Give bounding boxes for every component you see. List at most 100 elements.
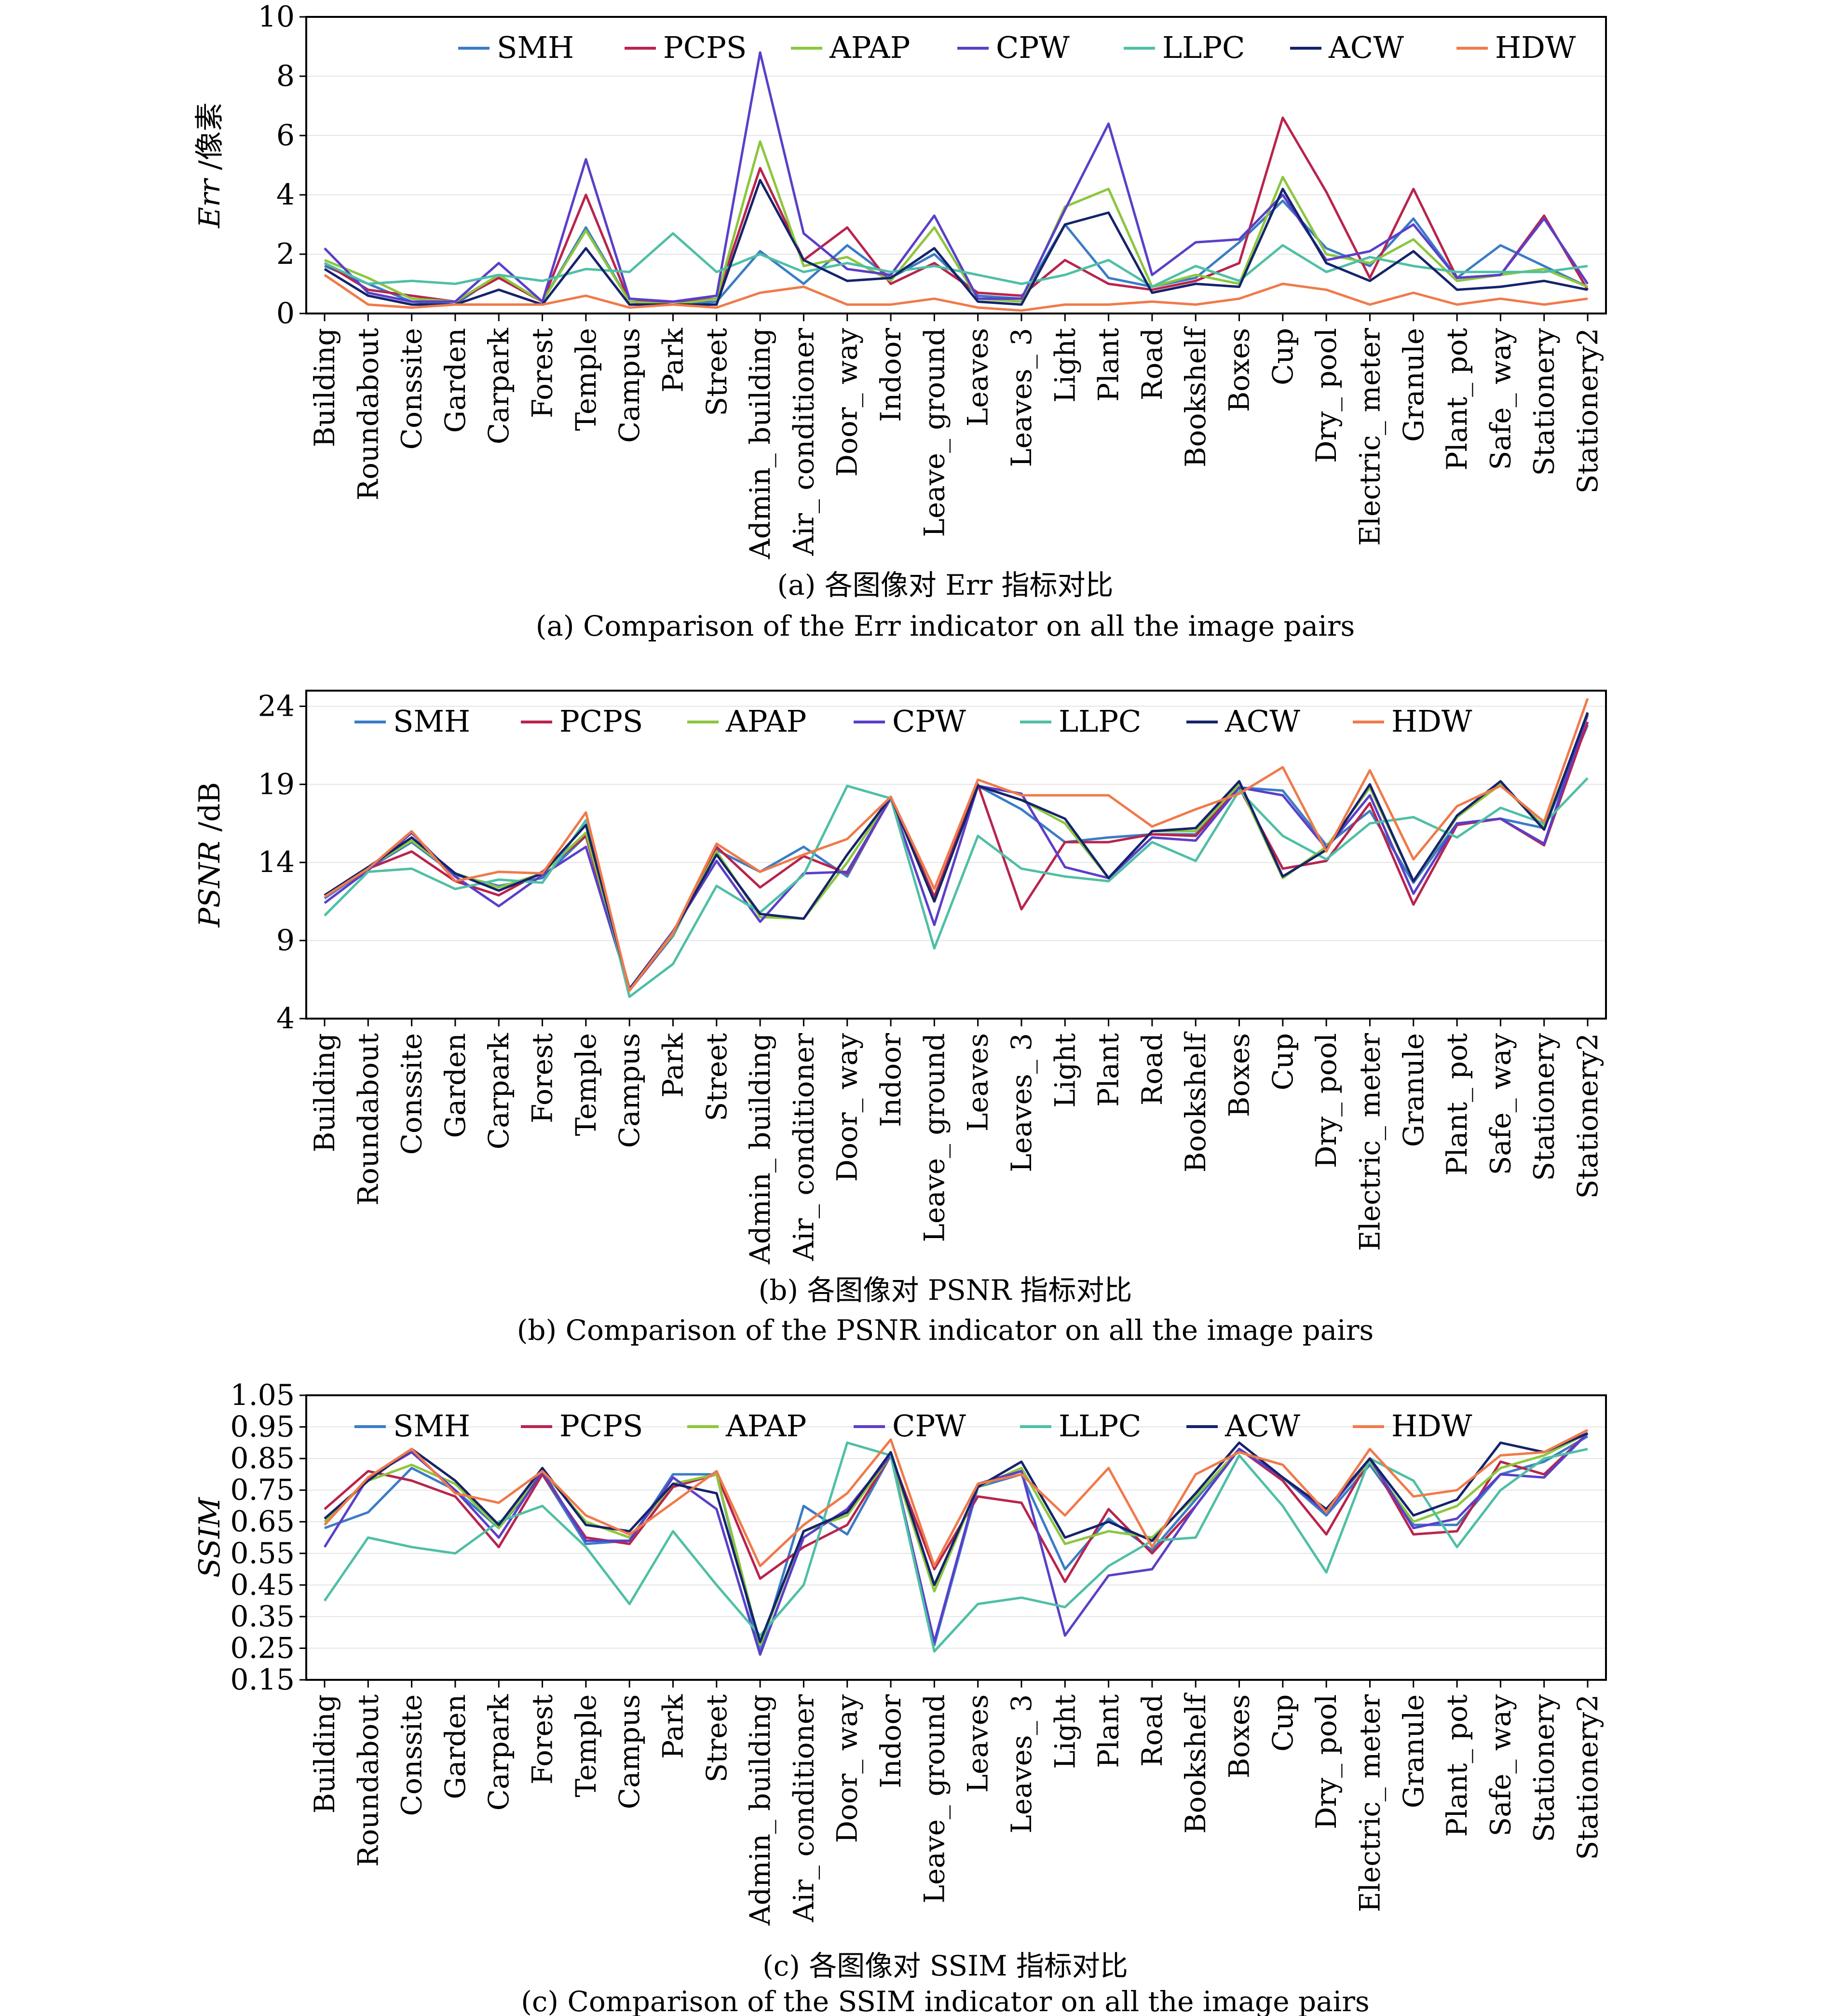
series-line-acw: [324, 712, 1589, 990]
y-tick-label: 0.15: [230, 1663, 295, 1697]
x-category-label: Leaves: [962, 1694, 994, 1793]
legend-label-apap: APAP: [829, 30, 910, 65]
series-line-smh: [324, 1435, 1589, 1653]
x-category-label: Building: [308, 1033, 341, 1152]
x-category-label: Roundabout: [352, 1033, 384, 1206]
x-category-label: Road: [1136, 1033, 1169, 1105]
x-category-label: Street: [700, 1033, 733, 1121]
y-tick-label: 0.85: [230, 1442, 295, 1475]
x-category-label: Plant: [1092, 1694, 1125, 1768]
panel-c-ssim-chart: 0.150.250.350.450.550.650.750.850.951.05…: [193, 1378, 1607, 1926]
y-tick-label: 0.75: [230, 1473, 295, 1507]
x-category-label: Dry_ pool: [1310, 1694, 1343, 1829]
legend-label-cpw: CPW: [892, 704, 966, 739]
x-category-label: Leave_ ground: [918, 328, 951, 537]
y-tick-label: 0.25: [230, 1631, 295, 1665]
legend-label-acw: ACW: [1328, 30, 1404, 65]
legend-label-pcps: PCPS: [663, 30, 747, 65]
x-category-label: Plant: [1092, 1033, 1125, 1107]
x-category-label: Admin_ building: [744, 1694, 776, 1926]
y-tick-label: 0: [276, 297, 295, 330]
x-category-label: Road: [1136, 328, 1169, 400]
x-category-label: Boxes: [1223, 1694, 1256, 1778]
x-category-label: Indoor: [874, 1033, 907, 1127]
y-tick-label: 9: [276, 924, 295, 957]
panel-a-err-chart: 0 2 4 6 8 10 Building Roundabout Conssite Garden C…: [193, 0, 1607, 559]
series-line-apap: [324, 1432, 1589, 1647]
x-category-label: Door_ way: [831, 1694, 864, 1843]
x-category-label: Park: [656, 1694, 689, 1759]
caption-cn-b: (b) 各图像对 PSNR 指标对比: [759, 1274, 1132, 1307]
series-line-hdw: [324, 698, 1589, 992]
x-category-label: Street: [700, 328, 733, 416]
x-category-label: Electric_ meter: [1353, 328, 1386, 546]
y-tick-label: 0.45: [230, 1568, 295, 1602]
legend-label-llpc: LLPC: [1059, 1408, 1142, 1444]
x-category-label: Electric_ meter: [1353, 1694, 1386, 1912]
plot-frame: [305, 690, 1607, 1020]
x-category-label: Dry_ pool: [1310, 328, 1343, 463]
x-category-label: Conssite: [395, 1694, 428, 1816]
y-tick-label: 24: [258, 689, 295, 723]
x-category-label: Forest: [526, 1033, 559, 1123]
x-category-label: Light: [1048, 1694, 1081, 1769]
y-tick-label: 0.35: [230, 1600, 295, 1634]
legend-label-cpw: CPW: [892, 1408, 966, 1444]
y-tick-label: 0.65: [230, 1505, 295, 1539]
x-category-label: Park: [656, 1033, 689, 1098]
x-category-label: Granule: [1397, 328, 1430, 442]
y-axis-label: Err /像素: [193, 102, 227, 228]
series-line-cpw: [324, 51, 1589, 303]
x-category-label: Roundabout: [352, 1694, 384, 1867]
x-category-label: Leaves: [962, 1033, 994, 1131]
x-category-label: Bookshelf: [1179, 326, 1212, 467]
x-category-label: Street: [700, 1694, 733, 1783]
legend-label-cpw: CPW: [996, 30, 1070, 65]
x-category-label: Stationery: [1528, 1694, 1561, 1842]
x-category-label: Dry_ pool: [1310, 1033, 1343, 1168]
x-category-label: Light: [1048, 328, 1081, 403]
y-tick-label: 2: [276, 237, 295, 271]
x-category-label: Forest: [526, 1694, 559, 1784]
y-axis-label-quantity: SSIM: [193, 1497, 227, 1578]
x-category-label: Conssite: [395, 328, 428, 450]
x-category-label: Electric_ meter: [1353, 1033, 1386, 1251]
x-category-label: Leaves_ 3: [1005, 328, 1038, 467]
x-category-label: Leaves: [962, 328, 994, 426]
x-category-label: Conssite: [395, 1033, 428, 1155]
x-category-label: Boxes: [1223, 1033, 1256, 1117]
x-category-label: Cup: [1266, 1694, 1299, 1752]
x-category-label: Granule: [1397, 1033, 1430, 1147]
legend-label-acw: ACW: [1224, 1408, 1300, 1444]
x-category-label: Bookshelf: [1179, 1692, 1212, 1834]
panel-b-psnr-chart: 4 9 14 19 24 Building Roundabout Conssite Garden…: [193, 689, 1607, 1265]
x-category-label: Stationery2: [1571, 1694, 1604, 1860]
x-category-label: Garden: [439, 328, 472, 433]
x-category-label: Stationery2: [1571, 328, 1604, 493]
x-category-label: Light: [1048, 1033, 1081, 1108]
caption-en-b: (b) Comparison of the PSNR indicator on …: [517, 1314, 1374, 1347]
x-category-label: Leave_ ground: [918, 1694, 951, 1904]
legend-label-hdw: HDW: [1391, 704, 1472, 739]
x-category-label: Road: [1136, 1694, 1169, 1767]
x-category-label: Indoor: [874, 1694, 907, 1788]
x-category-label: Safe_ way: [1484, 1694, 1517, 1837]
x-category-label: Temple: [570, 1694, 602, 1798]
x-category-label: Cup: [1266, 1033, 1299, 1090]
x-category-label: Admin_ building: [744, 1033, 776, 1265]
series-line-acw: [324, 178, 1588, 306]
x-category-label: Garden: [439, 1033, 472, 1138]
legend-label-smh: SMH: [393, 1408, 470, 1444]
series-line-cpw: [324, 713, 1589, 990]
y-tick-label: 19: [258, 767, 295, 801]
x-category-label: Carpark: [482, 1694, 515, 1811]
x-category-label: Building: [308, 1694, 341, 1813]
legend-label-pcps: PCPS: [559, 1408, 643, 1444]
caption-en-a: (a) Comparison of the Err indicator on a…: [536, 610, 1355, 642]
y-tick-label: 0.95: [230, 1410, 295, 1444]
series-line-acw: [324, 1432, 1588, 1643]
x-category-label: Leave_ ground: [918, 1033, 951, 1242]
series-line-hdw: [324, 273, 1588, 312]
series-line-llpc: [323, 1441, 1588, 1653]
x-category-label: Indoor: [874, 328, 907, 422]
